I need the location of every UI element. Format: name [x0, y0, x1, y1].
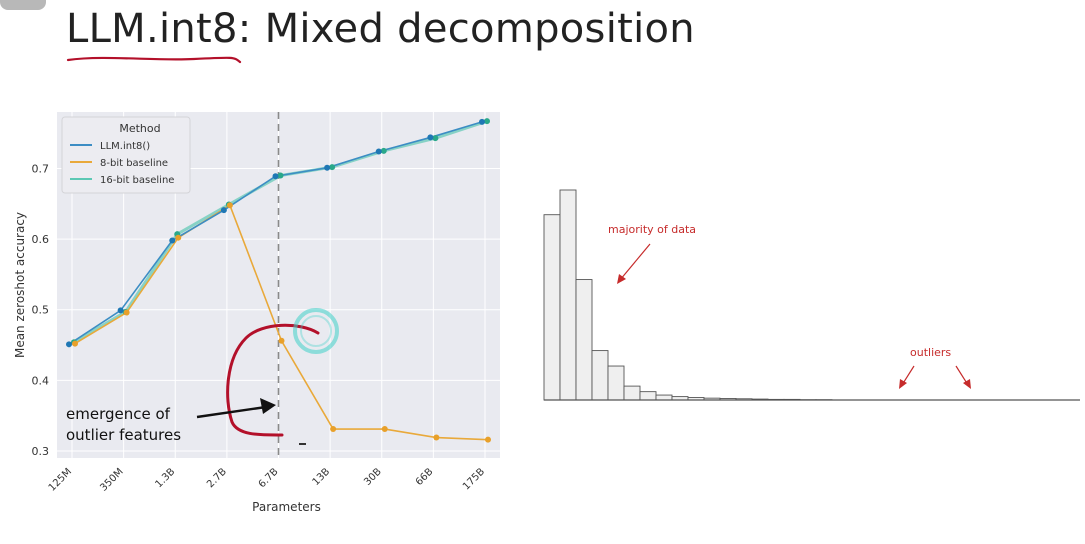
- series-point: [432, 135, 439, 142]
- y-tick-label: 0.7: [32, 162, 50, 175]
- cursor-highlight-ring-inner: [300, 315, 332, 347]
- series-point: [330, 426, 337, 433]
- annotation-arrow-head: [260, 398, 276, 414]
- series-point: [479, 118, 485, 125]
- series-point: [485, 436, 491, 443]
- majority-arrow-head: [617, 274, 626, 284]
- annotation-arrow-shaft: [196, 405, 267, 419]
- series-point: [169, 237, 176, 244]
- series-point: [117, 307, 124, 314]
- series-point: [375, 148, 382, 155]
- y-axis-ticks: 0.3 0.4 0.5 0.6 0.7: [32, 162, 50, 457]
- series-point: [381, 426, 388, 433]
- pen-curve-annotation: [226, 323, 320, 437]
- majority-arrow-shaft: [619, 243, 651, 281]
- x-tick-label: 125M: [47, 466, 74, 493]
- title-underline-stroke: [66, 56, 242, 64]
- legend-label-int8: LLM.int8(): [100, 141, 150, 152]
- legend-label-8bit: 8-bit baseline: [100, 158, 168, 169]
- y-tick-label: 0.3: [32, 445, 50, 458]
- x-axis-ticks: 125M 350M 1.3B 2.7B 6.7B 13B 30B 66B 175B: [47, 466, 487, 493]
- outlier-annotation-text: emergence of outlier features: [66, 405, 181, 444]
- chart-legend: Method LLM.int8() 8-bit baseline 16-bit …: [61, 116, 191, 194]
- outlier-arrow-left-head: [899, 379, 907, 389]
- series-point: [220, 207, 227, 214]
- histogram-bars: [543, 189, 833, 401]
- histogram-bar: [559, 189, 577, 401]
- majority-label: majority of data: [608, 223, 696, 236]
- x-tick-label: 1.3B: [153, 466, 177, 490]
- x-tick-label: 6.7B: [257, 466, 281, 490]
- window-corner-tab: [0, 0, 46, 10]
- x-tick-label: 350M: [98, 466, 125, 493]
- outlier-arrow-right-head: [963, 379, 971, 389]
- cursor-highlight-ring: [293, 308, 339, 354]
- series-point: [433, 434, 440, 441]
- legend-title: Method: [119, 122, 160, 135]
- histogram-bar: [655, 394, 673, 401]
- histogram-bar: [607, 365, 625, 401]
- series-point: [329, 164, 336, 171]
- histogram-bar: [639, 391, 657, 401]
- x-tick-label: 175B: [461, 466, 487, 492]
- histogram-bar: [623, 385, 641, 401]
- accuracy-chart: 0.3 0.4 0.5 0.6 0.7 125M 350M 1.3B 2.7B 6.7B 13B 3…: [13, 112, 500, 514]
- histogram-bar: [591, 350, 609, 401]
- y-axis-label: Mean zeroshot accuracy: [13, 212, 27, 358]
- series-point: [427, 134, 434, 141]
- x-tick-label: 66B: [414, 466, 436, 488]
- series-point: [324, 164, 331, 171]
- outlier-histogram: majority of data outliers: [543, 189, 1080, 401]
- y-tick-label: 0.5: [32, 304, 50, 317]
- y-tick-label: 0.4: [32, 374, 50, 387]
- series-point: [278, 337, 285, 344]
- series-point: [123, 309, 130, 316]
- outliers-label: outliers: [910, 346, 951, 359]
- series-point: [72, 340, 78, 347]
- x-tick-label: 2.7B: [205, 466, 229, 490]
- series-point: [175, 234, 182, 241]
- legend-label-16bit: 16-bit baseline: [100, 175, 174, 186]
- x-axis-label: Parameters: [252, 500, 321, 514]
- series-point: [272, 173, 279, 180]
- histogram-bar: [575, 279, 593, 401]
- x-tick-label: 13B: [311, 466, 333, 488]
- series-point: [277, 172, 284, 179]
- legend-box: [61, 116, 191, 194]
- histogram-bar: [543, 214, 561, 401]
- page-title: LLM.int8: Mixed decomposition: [66, 6, 695, 52]
- series-point: [226, 202, 233, 209]
- chart-series: [66, 118, 491, 443]
- series-point: [380, 147, 387, 154]
- series-point: [484, 118, 490, 125]
- y-tick-label: 0.6: [32, 233, 50, 246]
- x-tick-label: 30B: [362, 466, 384, 488]
- series-point: [66, 341, 72, 348]
